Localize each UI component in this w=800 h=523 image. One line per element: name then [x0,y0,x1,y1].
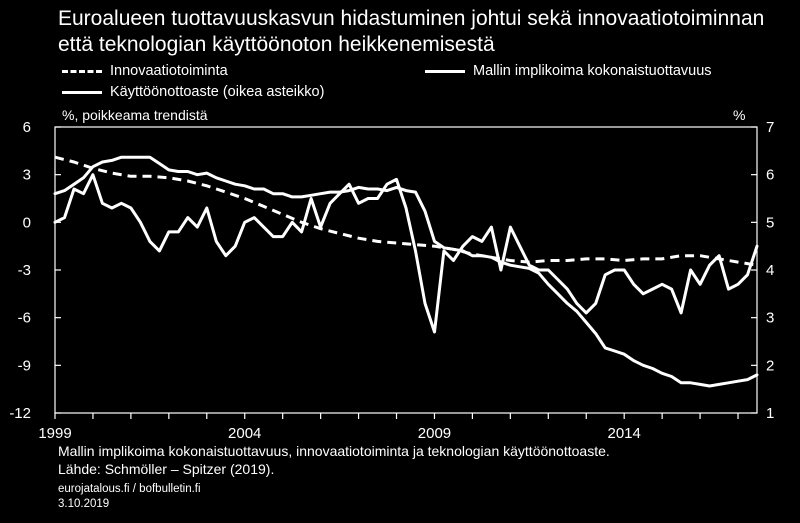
x-axis-tick-label: 2004 [228,425,261,442]
right-axis-tick-label: 6 [766,167,774,184]
credits-site: eurojatalous.fi / bofbulletin.fi [58,483,201,495]
tfp-series-line [53,155,759,388]
right-axis-tick-label: 2 [766,357,774,374]
chart-title-line-2: että teknologian käyttöönoton heikkenemi… [58,33,495,56]
left-axis-tick-label: 6 [23,119,31,136]
legend-tfp: Mallin implikoima kokonaistuottavuus [425,63,712,79]
adoption-series-line [53,173,759,334]
x-axis-tick-label: 2009 [418,425,451,442]
plot-frame [54,126,758,414]
legend-adoption-label: Käyttöönottoaste (oikea asteikko) [110,84,325,100]
x-axis-tick-label: 2014 [608,425,641,442]
legend-adoption: Käyttöönottoaste (oikea asteikko) [62,84,324,100]
right-axis-tick-label: 4 [766,262,774,279]
legend-solid-line-icon [62,90,102,94]
right-axis-unit-label: % [733,107,746,123]
innovation-series-line [54,155,758,267]
x-axis-tick-label: 1999 [38,425,71,442]
left-axis-unit-label: %, poikkeama trendistä [62,107,208,123]
right-axis-tick-label: 3 [766,310,774,327]
legend-innovation: Innovaatiotoiminta [62,63,228,79]
left-axis-tick-label: -6 [18,310,31,327]
legend-innovation-label: Innovaatiotoiminta [110,63,228,79]
right-axis-tick-label: 1 [766,405,774,422]
credits-date: 3.10.2019 [58,498,110,510]
legend-dashed-line-icon [62,69,102,73]
left-axis-tick-label: -3 [18,262,31,279]
left-axis-tick-label: 3 [23,167,31,184]
chart-title-line-1: Euroalueen tuottavuuskasvun hidastuminen… [58,7,765,30]
legend-tfp-label: Mallin implikoima kokonaistuottavuus [473,63,712,79]
footnote-source: Lähde: Schmöller – Spitzer (2019). [58,461,275,477]
chart-title: Euroalueen tuottavuuskasvun hidastuminen… [58,6,793,58]
right-axis-tick-label: 5 [766,214,774,231]
legend-solid-line-icon [425,69,465,73]
left-axis-tick-label: 0 [23,214,31,231]
left-axis-tick-label: -9 [18,357,31,374]
footnote-description: Mallin implikoima kokonaistuottavuus, in… [58,443,610,459]
left-axis-tick-label: -12 [9,405,31,422]
right-axis-tick-label: 7 [766,119,774,136]
